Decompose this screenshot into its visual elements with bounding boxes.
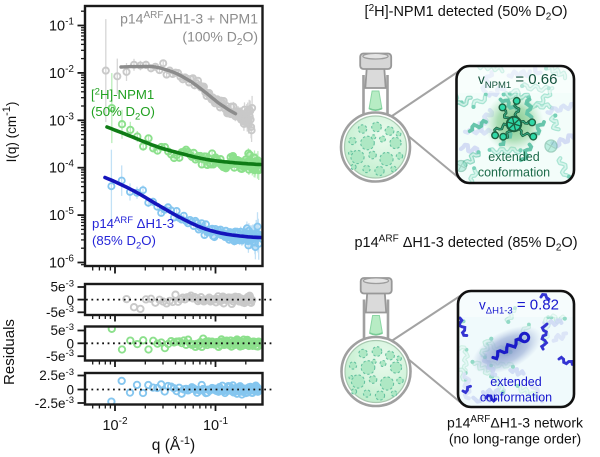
svg-text:I(q) (cm-1): I(q) (cm-1) [1,102,19,163]
svg-text:[2H]-NPM1: [2H]-NPM1 [91,87,154,103]
svg-text:0: 0 [66,383,74,398]
svg-text:extended: extended [490,375,541,389]
svg-text:conformation: conformation [480,391,552,405]
svg-text:p14ARF ΔH1-3 detected (85% D2O: p14ARF ΔH1-3 detected (85% D2O) [354,234,577,254]
svg-text:2.5e-3: 2.5e-3 [39,367,74,383]
svg-text:conformation: conformation [478,166,550,180]
svg-text:p14ARF ΔH1-3: p14ARF ΔH1-3 [92,215,174,231]
svg-text:0: 0 [66,337,74,352]
svg-text:extended: extended [488,150,539,164]
svg-text:p14ARFΔH1-3 network: p14ARFΔH1-3 network [447,414,584,431]
svg-text:p14ARFΔH1-3 + NPM1: p14ARFΔH1-3 + NPM1 [120,10,258,27]
svg-text:Residuals: Residuals [1,319,18,385]
svg-text:(no long-range order): (no long-range order) [449,431,581,447]
svg-text:-2.5e-3: -2.5e-3 [35,395,74,411]
svg-text:0: 0 [66,293,74,308]
svg-text:[2H]-NPM1 detected (50% D2O): [2H]-NPM1 detected (50% D2O) [365,3,568,23]
